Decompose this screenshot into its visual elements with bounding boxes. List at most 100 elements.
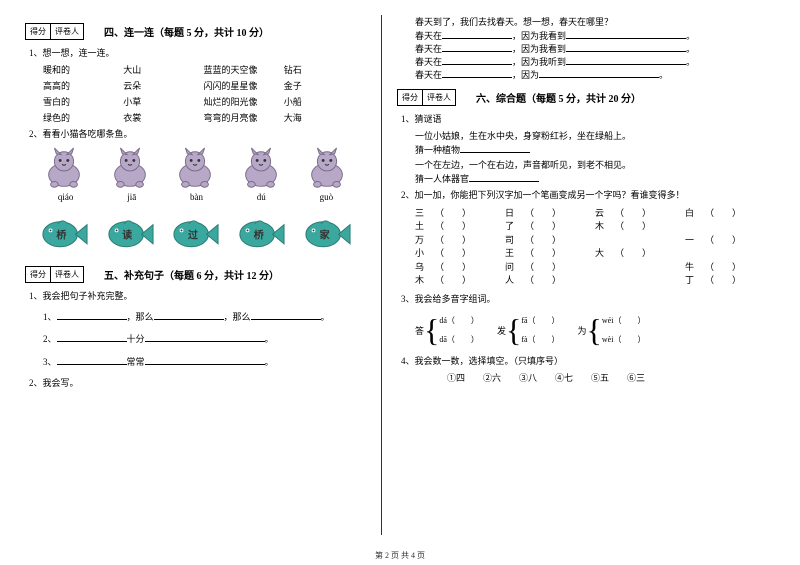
pinyin-row: qiáo jiā bàn dú guò — [31, 192, 360, 202]
t: fà（ — [521, 335, 535, 344]
match-grid: 暖和的大山蓝蓝的天空像钻石 高高的云朵闪闪的星星像金子 雪白的小草灿烂的阳光像小… — [25, 63, 366, 124]
m: 大海 — [276, 111, 356, 124]
hz: 土 — [415, 220, 435, 234]
section4-title: 四、连一连（每题 5 分，共计 10 分） — [104, 24, 269, 39]
hz: 丁 — [685, 274, 705, 288]
score-box: 得分 评卷人 — [397, 89, 456, 106]
spring-intro: 春天到了，我们去找春天。想一想，春天在哪里？ — [415, 15, 775, 29]
m: 闪闪的星星像 — [196, 79, 276, 92]
section5-title: 五、补充句子（每题 6 分，共计 12 分） — [104, 267, 279, 282]
spring-2: 春天在，因为我看到。 — [415, 42, 775, 55]
t: 3、 — [43, 357, 57, 367]
t: fā（ — [521, 316, 535, 325]
fish-label: 桥 — [254, 226, 264, 241]
t: 1、 — [43, 312, 57, 322]
m: 绿色的 — [35, 111, 115, 124]
t: 常常 — [127, 357, 145, 367]
fill-3: 3、常常。 — [43, 354, 366, 370]
section4-header: 得分 评卷人 四、连一连（每题 5 分，共计 10 分） — [25, 23, 366, 40]
pinyin: guò — [320, 192, 334, 202]
spring-1: 春天在，因为我看到。 — [415, 29, 775, 42]
spring-4: 春天在，因为。 — [415, 68, 775, 81]
hz: 万 — [415, 234, 435, 248]
m: 弯弯的月亮像 — [196, 111, 276, 124]
fish-label: 过 — [188, 226, 198, 241]
m: 小船 — [276, 95, 356, 108]
hz: 一 — [685, 234, 705, 248]
hz: 大 — [595, 247, 615, 261]
fill-2: 2、十分。 — [43, 331, 366, 347]
s5-q2: 2、我会写。 — [29, 376, 366, 390]
s4-q2: 2、看看小猫各吃哪条鱼。 — [29, 127, 366, 141]
t: 2、 — [43, 334, 57, 344]
cat-icon — [171, 146, 219, 188]
riddle-2b: 猜一人体器官 — [415, 172, 775, 186]
m: 高高的 — [35, 79, 115, 92]
hz: 小 — [415, 247, 435, 261]
poly-3: 为 { wéi（ ）wèi（ ） — [578, 314, 646, 346]
cat-icon — [106, 146, 154, 188]
hz: 王 — [505, 247, 525, 261]
grader-label: 评卷人 — [423, 90, 455, 105]
t: dá（ — [439, 316, 455, 325]
fill-1: 1、，那么，那么。 — [43, 309, 366, 325]
t: ，因为我听到 — [512, 57, 566, 67]
hz: 问 — [505, 261, 525, 275]
fish-icon: 读 — [105, 216, 155, 252]
s4-q1: 1、想一想，连一连。 — [29, 46, 366, 60]
fish-icon: 桥 — [236, 216, 286, 252]
riddle-1: 一位小姑娘，生在水中央，身穿粉红衫，坐在绿船上。 — [415, 129, 775, 143]
cats-row — [31, 146, 360, 188]
hz: 人 — [505, 274, 525, 288]
m: 金子 — [276, 79, 356, 92]
page-container: 得分 评卷人 四、连一连（每题 5 分，共计 10 分） 1、想一想，连一连。 … — [25, 15, 775, 535]
hz: 三 — [415, 207, 435, 221]
hz: 司 — [505, 234, 525, 248]
hz: 木 — [595, 220, 615, 234]
m: 暖和的 — [35, 63, 115, 76]
brace-icon: { — [506, 314, 521, 346]
left-column: 得分 评卷人 四、连一连（每题 5 分，共计 10 分） 1、想一想，连一连。 … — [25, 15, 366, 535]
fish-row: 桥 读 过 桥 家 — [31, 216, 360, 252]
hz: 牛 — [685, 261, 705, 275]
t: ，因为我看到 — [512, 31, 566, 41]
t: ，那么 — [224, 312, 251, 322]
t: 春天在 — [415, 44, 442, 54]
hz: 乌 — [415, 261, 435, 275]
brace-icon: { — [424, 314, 439, 346]
fish-label: 桥 — [56, 226, 66, 241]
fish-icon: 桥 — [39, 216, 89, 252]
hz: 木 — [415, 274, 435, 288]
m: 灿烂的阳光像 — [196, 95, 276, 108]
cat-icon — [40, 146, 88, 188]
score-label: 得分 — [26, 24, 51, 39]
fish-label: 读 — [122, 226, 132, 241]
t: ，因为我看到 — [512, 44, 566, 54]
poly-2: 发 { fā（ ）fà（ ） — [497, 314, 560, 346]
fish-icon: 家 — [302, 216, 352, 252]
m: 蓝蓝的天空像 — [196, 63, 276, 76]
s6-q1: 1、猜谜语 — [401, 112, 775, 126]
brace-icon: { — [587, 314, 602, 346]
cat-icon — [237, 146, 285, 188]
poly-row: 答 { dá（ ）dā（ ） 发 { fā（ ）fà（ ） 为 { wéi（ ）… — [415, 314, 775, 346]
t: ，那么 — [127, 312, 154, 322]
riddle-1b: 猜一种植物 — [415, 143, 775, 157]
hz: 云 — [595, 207, 615, 221]
t: 猜一人体器官 — [415, 174, 469, 184]
m: 衣裳 — [115, 111, 195, 124]
page-footer: 第 2 页 共 4 页 — [0, 550, 800, 561]
pinyin: dú — [257, 192, 266, 202]
t: wéi（ — [602, 316, 622, 325]
hz: 了 — [505, 220, 525, 234]
poly-char: 答 — [415, 324, 424, 337]
hz: 白 — [685, 207, 705, 221]
column-divider — [381, 15, 382, 535]
pinyin: qiáo — [58, 192, 74, 202]
score-label: 得分 — [398, 90, 423, 105]
m: 大山 — [115, 63, 195, 76]
s6-q3: 3、我会给多音字组词。 — [401, 292, 775, 306]
section5-header: 得分 评卷人 五、补充句子（每题 6 分，共计 12 分） — [25, 266, 366, 283]
grader-label: 评卷人 — [51, 24, 83, 39]
hz: 日 — [505, 207, 525, 221]
